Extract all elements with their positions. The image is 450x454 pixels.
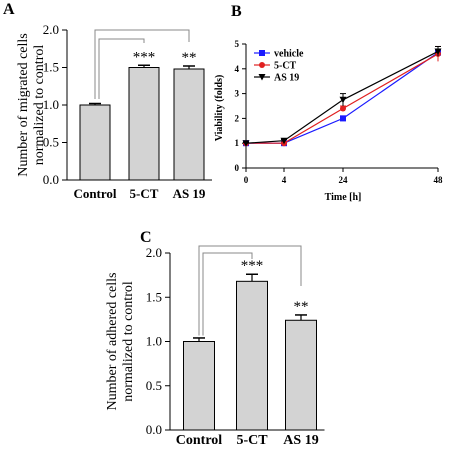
y-tick-label: 1.0 [146,334,162,349]
data-point [340,105,346,112]
legend-marker [259,50,265,56]
y-tick-label: 3 [235,89,240,99]
y-tick-label: 2.0 [146,245,162,260]
panel-label-c: C [140,229,152,246]
panel-label-a: A [3,1,15,18]
significance-marker: *** [133,49,156,65]
y-tick-label: 5 [235,39,240,49]
y-tick-label: 1.5 [43,60,59,75]
y-tick-label: 1 [235,138,240,148]
y-tick-label: 0.5 [43,135,59,150]
data-point [280,137,288,145]
x-category-label: Control [176,433,223,448]
x-category-label: AS 19 [173,186,206,201]
comparison-bracket [198,245,302,336]
legend-marker [259,62,265,68]
x-tick-label: 4 [282,175,287,185]
bar [285,319,317,431]
x-tick-label: 24 [339,175,349,185]
y-axis-label: Viability (folds) [214,75,225,142]
data-point [242,140,250,147]
data-point [340,115,346,122]
x-category-label: 5-CT [130,186,159,201]
y-tick-label: 0.0 [43,172,59,187]
x-category-label: AS 19 [283,433,318,448]
bar [128,67,160,181]
y-axis-label: Number of migrated cells [16,33,31,176]
comparison-bracket [94,29,190,99]
x-category-label: 5-CT [236,433,268,448]
y-axis-label: Number of adhered cells [105,273,120,411]
bar [79,104,111,181]
series-line [246,53,439,144]
series-line [245,50,439,144]
x-tick-label: 0 [244,175,249,185]
series-as-19 [242,45,442,147]
y-axis-label: normalized to control [32,45,47,166]
y-tick-label: 1.0 [43,97,59,112]
significance-marker: *** [241,258,264,274]
y-tick-label: 0 [235,163,240,173]
comparison-bracket [98,38,145,99]
y-tick-label: 2.0 [43,22,59,37]
panel-b-line-chart: 0 1 2 3 4 5 0 4 24 48 Time [h] Viability (folds) veh… [214,39,443,203]
y-tick-label: 1.5 [146,289,162,304]
legend-label: 5-CT [274,61,297,72]
y-tick-label: 0.5 [146,378,162,393]
y-axis-label: normalized to control [121,281,136,402]
y-tick-label: 2 [235,113,240,123]
comparison-bracket [202,252,253,336]
bar [173,68,205,181]
series-5-ct [243,45,441,147]
data-point [434,48,442,55]
legend-marker [258,74,266,81]
legend-label: vehicle [274,49,304,60]
bar [183,341,215,431]
x-axis-label: Time [h] [325,192,362,203]
y-tick-label: 4 [235,64,240,74]
x-category-label: Control [73,186,116,201]
legend-label: AS 19 [274,73,299,84]
data-point [339,96,347,104]
panel-a-bar-chart: 0.0 0.5 1.0 1.5 2.0 Number of migrated cells n… [16,22,212,201]
panel-c-bar-chart: 0.0 0.5 1.0 1.5 2.0 Number of adhered cells no… [105,245,325,448]
x-tick-label: 48 [434,175,444,185]
significance-marker: ** [182,50,197,66]
bar [236,280,268,431]
y-tick-label: 0.0 [146,422,162,437]
panel-label-b: B [231,3,242,20]
significance-marker: ** [294,299,309,315]
